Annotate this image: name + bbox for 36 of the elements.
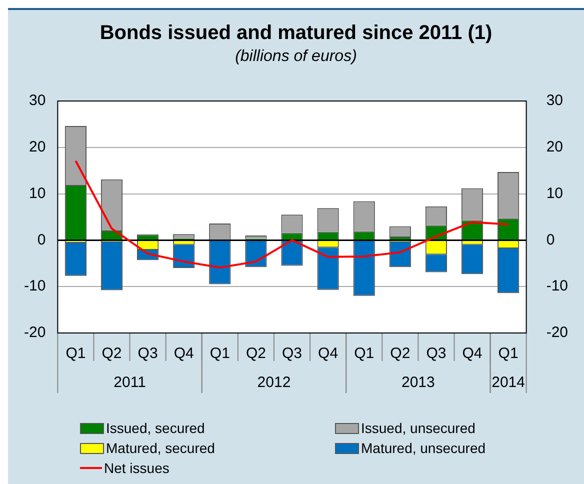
x-tick-label: Q1: [210, 345, 230, 362]
x-tick-label: Q3: [282, 345, 302, 362]
text: 2013: [401, 374, 435, 392]
legend-label: Matured, unsecured: [361, 440, 486, 456]
y2-tick-label: 20: [546, 138, 564, 156]
x-tick-label: Q1: [498, 345, 518, 362]
x-tick-label: Q4: [174, 345, 194, 362]
chart-subtitle: (billions of euros): [234, 48, 358, 66]
y-tick-label: -10: [24, 278, 46, 295]
y2-tick-label: 30: [546, 92, 564, 110]
text: 2012: [257, 374, 291, 392]
text: 2011: [114, 374, 146, 392]
x-tick-label: Q2: [102, 345, 122, 362]
y-tick-label: -20: [24, 324, 46, 342]
y-tick-label: 0: [37, 231, 46, 248]
y2-tick-label: -20: [546, 324, 568, 342]
y-tick-label: 20: [28, 138, 46, 156]
x-tick-label: Q1: [354, 345, 374, 362]
x-tick-label: Q2: [246, 345, 266, 362]
y-tick-label: 30: [28, 92, 46, 110]
y2-tick-label: -10: [546, 278, 568, 295]
x-tick-label: Q2: [390, 345, 410, 362]
text: 2014: [492, 374, 525, 392]
y2-tick-label: 0: [546, 231, 555, 248]
legend-label: Matured, secured: [106, 440, 215, 456]
x-tick-label: Q4: [318, 345, 338, 362]
x-tick-label: Q3: [138, 345, 158, 362]
chart-title: Bonds issued and matured since 2011 (1): [98, 22, 494, 45]
legend-label: Issued, unsecured: [361, 420, 476, 436]
x-tick-label: Q4: [462, 345, 482, 362]
y2-tick-label: 10: [546, 184, 564, 202]
x-tick-label: Q1: [66, 345, 86, 362]
legend-label: Issued, secured: [106, 420, 205, 436]
legend-label: Net issues: [104, 460, 170, 476]
y-tick-label: 10: [28, 184, 46, 202]
x-tick-label: Q3: [426, 345, 446, 362]
